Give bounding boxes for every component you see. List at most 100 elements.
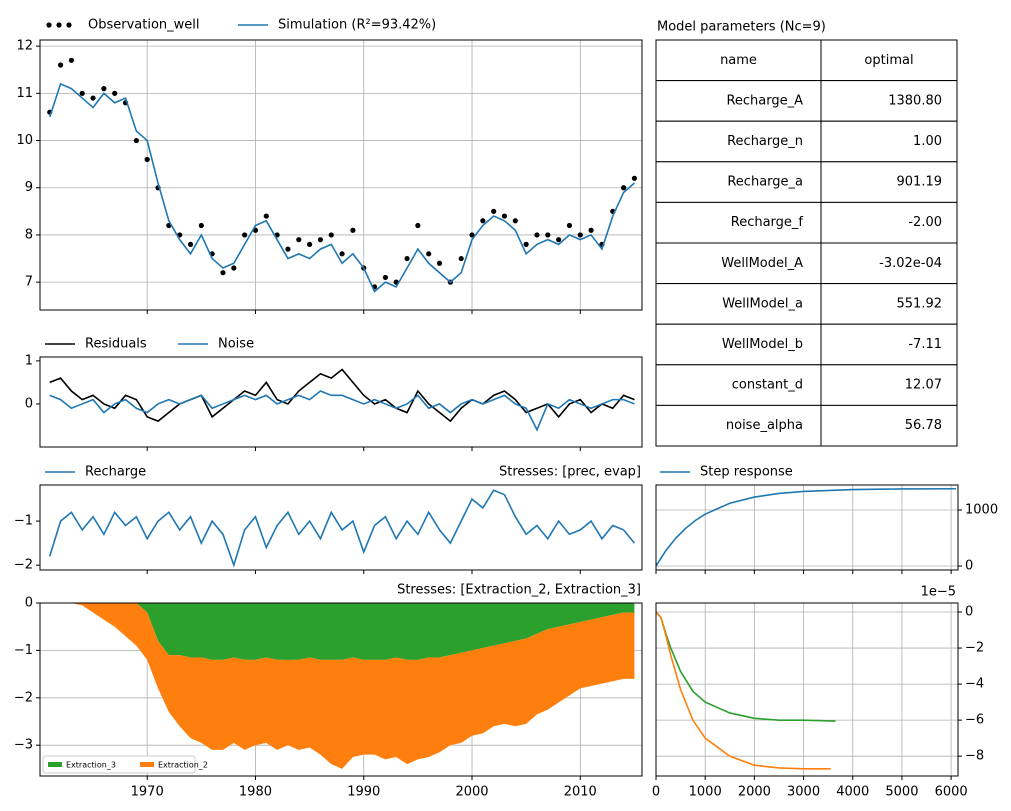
param-value: 901.19 [897,175,943,190]
param-name: constant_d [732,378,803,393]
param-name: WellModel_b [722,337,803,352]
observation-point [285,246,291,252]
observation-point [101,86,107,92]
legend-label: Noise [218,337,254,352]
observation-point [350,227,356,233]
plot-area [656,487,957,567]
panel: 0 1 Residuals Noise [25,337,643,451]
table-cell [655,283,822,325]
param-value: 12.07 [905,378,942,393]
observation-point [307,241,313,247]
param-value: 1380.80 [888,93,942,108]
y-tick-label: −1 [14,643,33,658]
series-line [48,489,636,568]
observation-point [112,90,118,96]
observation-point [263,213,269,219]
plot-area [656,611,836,770]
observation-point [296,237,302,243]
observation-point [523,241,529,247]
observation-point [231,265,237,271]
panel: 7 8 9 10 11 12 Observation_well Simulation (R²=… [16,18,643,314]
observation-point [187,241,194,247]
axes-frame [655,602,959,777]
table-cell [655,404,822,447]
y-tick-label: −8 [965,749,984,764]
stacked-area [49,603,635,660]
x-tick-label: 2010 [564,785,597,800]
observation-point [79,90,85,96]
observation-point [198,222,204,229]
table-cell [820,120,958,163]
y-tick-label: −6 [965,713,984,728]
y-tick-label: 0 [25,596,33,611]
observation-point [469,232,475,238]
series-line [656,487,957,567]
panel: −2 −1 Stresses: [prec, evap] Recharge [14,465,643,574]
y-tick-label: 0 [965,559,973,574]
panel: 0 1000 Step response [655,465,998,574]
param-name: Recharge_n [727,134,803,149]
legend-marker [46,22,52,28]
plot-area [49,603,635,769]
observation-point [328,232,334,238]
x-tick-label: 2000 [455,785,488,800]
param-value: -2.00 [908,215,942,230]
legend-patch [48,762,62,767]
plot-area [48,489,636,568]
table-cell [820,323,958,366]
param-name: noise_alpha [726,418,803,433]
y-tick-label: 1000 [965,502,998,517]
param-value: -3.02e-04 [879,256,942,271]
table-header: name [720,53,757,68]
y-tick-label: 0 [965,605,973,620]
y-tick-label: −2 [14,690,33,705]
y-tick-label: 11 [16,86,33,101]
panel: −3 −2 −1 0 1970 1980 1990 2000 2010 Stresses: [Ex… [14,583,643,800]
legend-marker [56,22,62,28]
legend-label: Extraction_3 [66,761,116,770]
param-name: Recharge_f [731,215,804,230]
plot-area [47,57,638,293]
observation-point [588,227,594,233]
observation-point [512,218,518,224]
x-tick-label: 4000 [836,785,869,800]
y-tick-label: −4 [965,677,984,692]
series-line [49,390,635,432]
observation-point [545,232,551,238]
table-header: optimal [864,53,913,68]
axes-frame [39,602,643,777]
table-cell [820,283,958,325]
param-value: -7.11 [908,337,942,352]
observation-point [242,232,248,238]
param-name: WellModel_A [721,256,803,271]
y-tick-label: 9 [25,180,33,195]
y-tick-label: 1 [25,353,33,368]
y-tick-label: 0 [25,396,33,411]
x-tick-label: 6000 [935,785,968,800]
param-name: Recharge_A [726,93,803,108]
param-value: 551.92 [897,296,943,311]
x-tick-label: 1990 [347,785,380,800]
x-tick-label: 1970 [131,785,164,800]
table-cell [820,404,958,447]
y-tick-label: −2 [14,558,33,573]
table-cell [820,80,958,122]
y-tick-label: −2 [965,641,984,656]
table-cell [655,364,822,406]
y-tick-label: −1 [14,514,33,529]
table-title: Model parameters (Nc=9) [657,20,826,35]
y-tick-label: 12 [16,39,33,54]
observation-point [133,137,139,144]
observation-point [415,222,421,229]
legend-marker [66,22,72,28]
legend-label: Residuals [85,337,147,352]
observation-point [57,62,64,68]
x-tick-label: 2000 [738,785,771,800]
table-cell [655,161,822,203]
x-tick-label: 5000 [885,785,918,800]
observation-point [631,175,638,181]
legend-patch [140,762,154,767]
x-tick-label: 1980 [239,785,272,800]
legend-label: Extraction_2 [158,761,208,770]
